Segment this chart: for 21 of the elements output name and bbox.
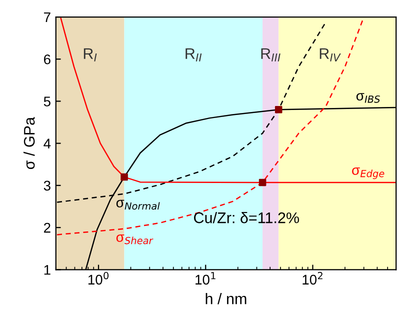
y-tick-label: 3 [44, 180, 50, 191]
x-tick-label: 10$^{0}$ [88, 272, 109, 285]
y-tick-label: 5 [44, 96, 50, 106]
x-tick-label: 10$^{1}$ [196, 272, 216, 285]
annotation: Cu/Zr: δ=11.2% [194, 212, 300, 224]
y-tick-label: 6 [44, 54, 50, 64]
band-label: R$_{II}$ [186, 48, 202, 62]
x-axis-title: h / nm [206, 293, 246, 304]
y-tick-label: 7 [44, 12, 50, 22]
band-label: R$_{IV}$ [320, 48, 341, 62]
band-label: R$_{III}$ [261, 48, 280, 62]
y-axis-title: σ / GPa [24, 116, 35, 170]
series-label: σ$_{Normal}$ [116, 200, 160, 210]
y-tick-label: 2 [44, 222, 50, 233]
y-tick-label: 1 [44, 265, 50, 275]
series-label: σ$_{IBS}$ [356, 93, 380, 103]
y-tick-label: 4 [44, 138, 51, 148]
band-label: R$_{I}$ [84, 48, 97, 62]
series-label: σ$_{Edge}$ [352, 167, 384, 180]
series-label: σ$_{Shear}$ [116, 234, 154, 244]
x-tick-label: 10$^{2}$ [302, 272, 322, 285]
